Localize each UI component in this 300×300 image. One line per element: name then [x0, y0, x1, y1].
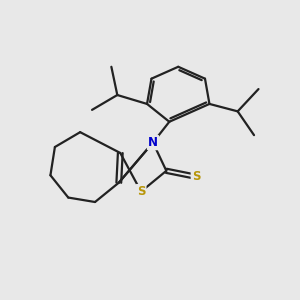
Text: S: S [137, 185, 145, 198]
Text: N: N [148, 136, 158, 149]
Text: S: S [192, 170, 200, 183]
